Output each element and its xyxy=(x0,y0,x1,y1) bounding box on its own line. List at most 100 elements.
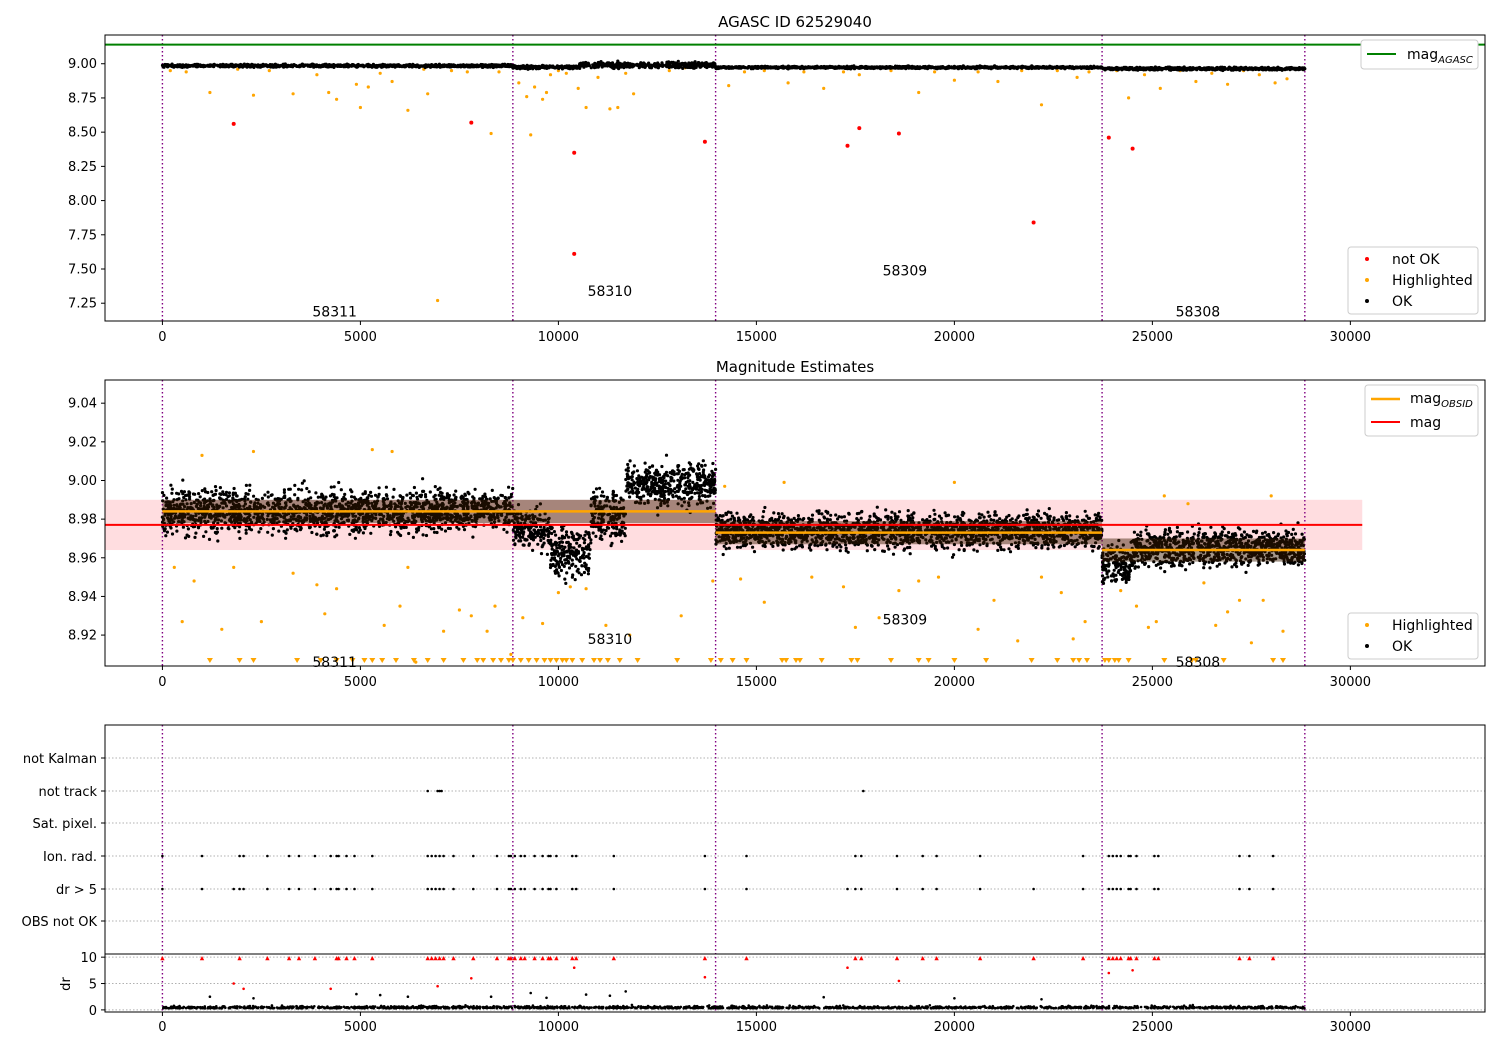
estimates-ok-point xyxy=(332,485,336,489)
estimates-highlighted-point xyxy=(1186,502,1190,506)
agasc-ok-point xyxy=(613,63,617,67)
agasc-highlighted-point xyxy=(1142,73,1147,77)
agasc-highlighted-point xyxy=(802,70,806,74)
estimates-highlighted-point xyxy=(1202,581,1206,585)
agasc-highlighted-point xyxy=(616,105,620,110)
estimates-ok-point xyxy=(392,487,396,491)
estimates-ok-point xyxy=(462,528,467,532)
estimates-ok-point xyxy=(351,529,356,533)
agasc-legend-marker xyxy=(1365,278,1369,282)
estimates-offscale-marker xyxy=(547,658,554,663)
agasc-ok-point xyxy=(627,63,632,67)
agasc-highlighted-point xyxy=(366,85,370,89)
estimates-highlighted-point xyxy=(192,579,196,583)
estimates-ok-point xyxy=(454,489,458,493)
agasc-ok-point xyxy=(283,64,287,69)
agasc-ytick-label: 9.00 xyxy=(68,57,97,72)
estimates-offscale-marker xyxy=(983,658,990,663)
agasc-highlighted-point xyxy=(632,92,636,96)
estimates-ok-point xyxy=(429,527,433,531)
estimates-ok-point xyxy=(181,525,185,529)
agasc-highlighted-point xyxy=(497,70,501,74)
agasc-highlighted-point xyxy=(596,75,600,79)
agasc-ok-point xyxy=(891,66,895,70)
estimates-highlighted-point xyxy=(739,577,743,581)
estimates-offscale-marker xyxy=(424,658,431,663)
agasc-ok-point xyxy=(791,65,795,69)
agasc-not-ok-point xyxy=(1130,146,1135,151)
agasc-ok-point xyxy=(1143,67,1147,71)
estimates-offscale-marker xyxy=(1076,658,1083,663)
estimates-ok-point xyxy=(187,534,191,539)
agasc-ok-point xyxy=(184,63,188,67)
agasc-ok-point xyxy=(591,63,595,67)
estimates-offscale-marker xyxy=(1220,658,1227,663)
estimates-highlighted-point xyxy=(232,565,236,570)
estimates-offscale-marker xyxy=(393,658,399,663)
agasc-ok-point xyxy=(549,64,553,68)
estimates-highlighted-point xyxy=(897,589,901,593)
estimates-ok-point xyxy=(335,496,339,500)
estimates-offscale-marker xyxy=(925,658,932,663)
agasc-ok-point xyxy=(1157,66,1161,71)
agasc-highlighted-point xyxy=(168,69,172,73)
estimates-offscale-marker xyxy=(579,658,586,663)
agasc-highlighted-point xyxy=(184,70,188,74)
agasc-ok-point xyxy=(693,60,697,64)
estimates-offscale-marker xyxy=(440,658,447,663)
estimates-highlighted-point xyxy=(1237,598,1242,602)
agasc-legend-label: Highlighted xyxy=(1392,273,1473,289)
estimates-highlighted-point xyxy=(442,629,446,633)
agasc-highlighted-point xyxy=(857,73,861,77)
estimates-highlighted-point xyxy=(291,571,295,575)
agasc-ok-point xyxy=(1139,67,1143,71)
agasc-highlighted-point xyxy=(390,79,394,84)
agasc-ok-point xyxy=(911,65,915,69)
estimates-ok-point xyxy=(359,496,363,500)
agasc-ok-point xyxy=(344,63,348,68)
estimates-ok-point xyxy=(169,483,173,487)
agasc-ok-point xyxy=(1181,68,1185,72)
estimates-offscale-marker xyxy=(1028,658,1035,663)
agasc-highlighted-point xyxy=(917,90,921,95)
agasc-highlighted-point xyxy=(533,85,537,89)
agasc-ok-point xyxy=(644,63,648,67)
estimates-ok-point xyxy=(471,535,475,539)
agasc-ok-point xyxy=(977,65,981,69)
agasc-xtick-label: 20000 xyxy=(934,330,975,345)
agasc-xtick-label: 0 xyxy=(158,330,166,345)
agasc-ok-point xyxy=(1240,67,1244,71)
agasc-not-ok-point xyxy=(572,251,577,256)
estimates-ok-point xyxy=(421,477,425,481)
estimates-highlighted-point xyxy=(382,623,386,628)
agasc-ok-point xyxy=(990,65,994,69)
estimates-ok-point xyxy=(297,487,301,491)
agasc-ok-point xyxy=(1247,67,1251,71)
agasc-ok-point xyxy=(356,62,360,67)
estimates-ok-point xyxy=(183,536,188,540)
agasc-ok-point xyxy=(838,65,842,69)
estimates-ok-point xyxy=(491,525,495,529)
agasc-ok-point xyxy=(488,63,493,67)
agasc-xtick-label: 10000 xyxy=(538,330,579,345)
agasc-ok-point xyxy=(294,64,298,68)
agasc-ok-point xyxy=(547,65,551,69)
agasc-ok-point xyxy=(229,62,233,66)
agasc-legend-marker xyxy=(1365,299,1369,303)
estimates-ok-point xyxy=(412,485,416,490)
estimates-ok-point xyxy=(483,495,488,499)
estimates-ok-point xyxy=(319,534,323,538)
agasc-ok-point xyxy=(1175,67,1179,71)
agasc-highlighted-point xyxy=(517,81,521,85)
agasc-highlighted-point xyxy=(529,133,533,137)
agasc-ok-point xyxy=(708,62,712,66)
estimates-offscale-marker xyxy=(563,658,570,663)
agasc-ok-point xyxy=(521,64,526,68)
estimates-ok-point xyxy=(405,493,409,497)
agasc-ok-point xyxy=(676,59,680,63)
estimates-ok-point xyxy=(440,527,444,531)
estimates-ok-point xyxy=(424,533,429,538)
agasc-ytick-label: 8.25 xyxy=(68,160,97,175)
agasc-highlighted-point xyxy=(354,82,358,86)
agasc-highlighted-point xyxy=(465,70,469,74)
